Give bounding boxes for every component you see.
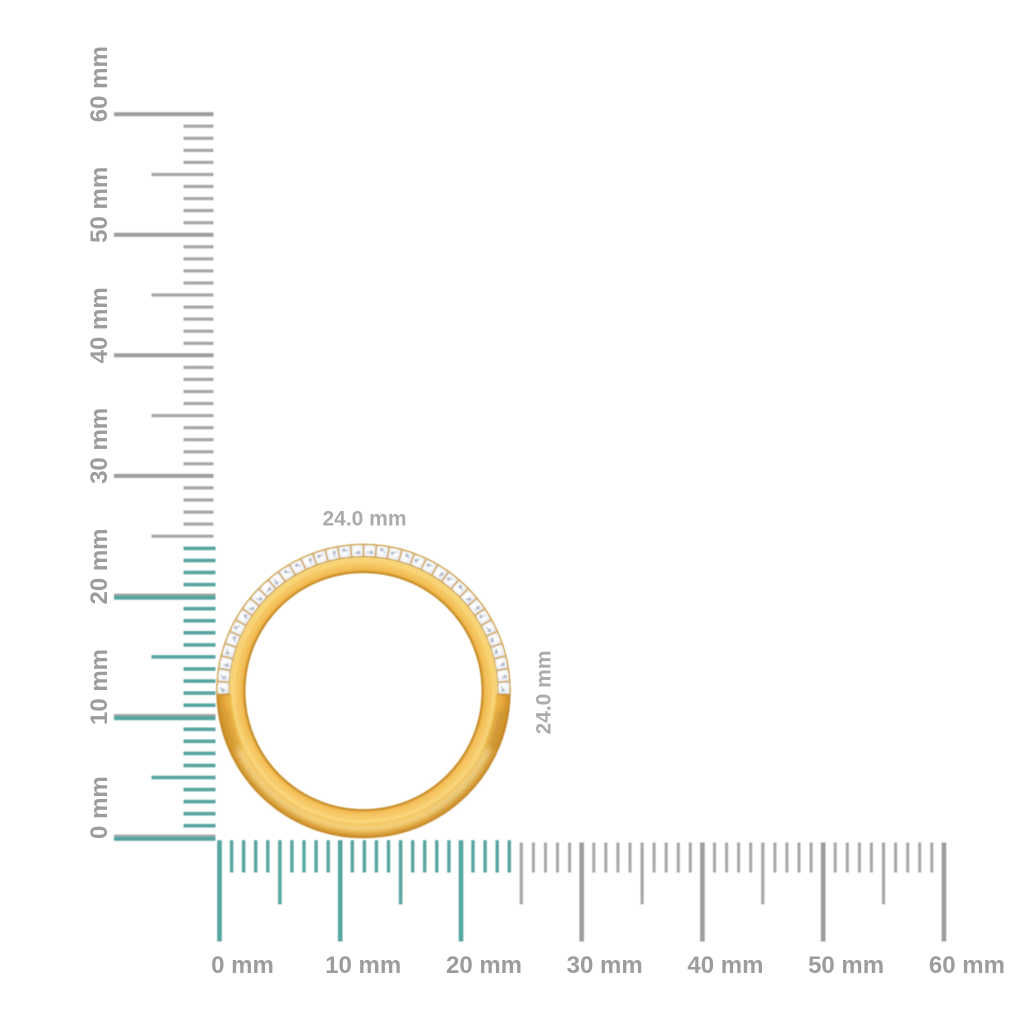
svg-text:24.0 mm: 24.0 mm xyxy=(533,650,556,734)
svg-text:50 mm: 50 mm xyxy=(808,952,884,979)
svg-text:50 mm: 50 mm xyxy=(86,167,113,243)
svg-text:40 mm: 40 mm xyxy=(86,287,113,363)
svg-text:10 mm: 10 mm xyxy=(325,952,401,979)
svg-text:0 mm: 0 mm xyxy=(211,952,274,979)
svg-text:20 mm: 20 mm xyxy=(446,952,522,979)
svg-text:40 mm: 40 mm xyxy=(687,952,763,979)
svg-text:10 mm: 10 mm xyxy=(86,649,113,725)
svg-text:30 mm: 30 mm xyxy=(567,952,643,979)
svg-text:30 mm: 30 mm xyxy=(86,408,113,484)
svg-text:60 mm: 60 mm xyxy=(929,952,1005,979)
svg-text:0 mm: 0 mm xyxy=(86,776,113,839)
svg-text:20 mm: 20 mm xyxy=(86,528,113,604)
svg-text:24.0 mm: 24.0 mm xyxy=(322,508,406,531)
svg-text:60 mm: 60 mm xyxy=(86,46,113,122)
